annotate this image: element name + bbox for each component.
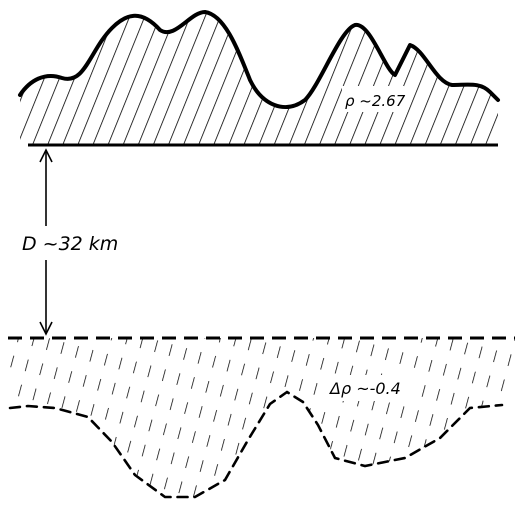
root-body [8,336,515,499]
depth-label: D ~32 km [22,233,118,255]
contrast-label-backdrop [328,375,420,401]
root-boundary-line [8,390,504,499]
depth-arrow [39,148,53,336]
root-density-label: Δρ ~-0.4 [328,379,401,398]
topography-profile-line [18,10,500,110]
topography-body [18,10,500,145]
density-label-backdrop [342,86,404,112]
topography-density-label: ρ ~2.67 [345,92,406,110]
